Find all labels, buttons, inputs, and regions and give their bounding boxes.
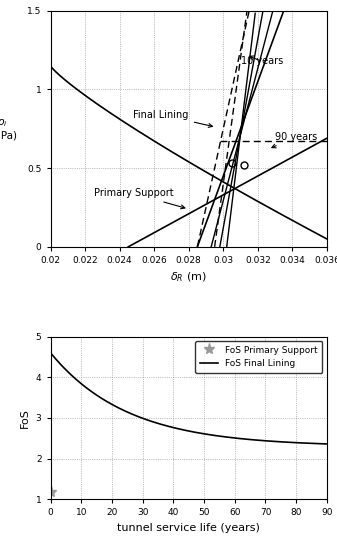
- Line: FoS Final Lining: FoS Final Lining: [51, 353, 327, 444]
- X-axis label: $\delta_R$ (m): $\delta_R$ (m): [171, 271, 207, 284]
- FoS Final Lining: [49, 350, 53, 356]
- FoS Final Lining: [180, 426, 184, 433]
- Text: Final Lining: Final Lining: [133, 110, 212, 127]
- Y-axis label: FoS: FoS: [20, 408, 30, 428]
- FoS Final Lining: [318, 440, 322, 447]
- FoS Final Lining: [198, 430, 202, 437]
- FoS Final Lining: [181, 427, 185, 433]
- Y-axis label: $p_i$
(MPa): $p_i$ (MPa): [0, 117, 17, 141]
- Text: 10 years: 10 years: [241, 56, 283, 66]
- FoS Final Lining: [325, 441, 329, 447]
- FoS Final Lining: [213, 432, 217, 439]
- X-axis label: tunnel service life (years): tunnel service life (years): [117, 523, 260, 533]
- Legend: FoS Primary Support, FoS Final Lining: FoS Primary Support, FoS Final Lining: [195, 341, 323, 373]
- FoS Final Lining: [275, 438, 279, 445]
- Text: 90 years: 90 years: [272, 132, 317, 148]
- Text: Primary Support: Primary Support: [94, 188, 185, 209]
